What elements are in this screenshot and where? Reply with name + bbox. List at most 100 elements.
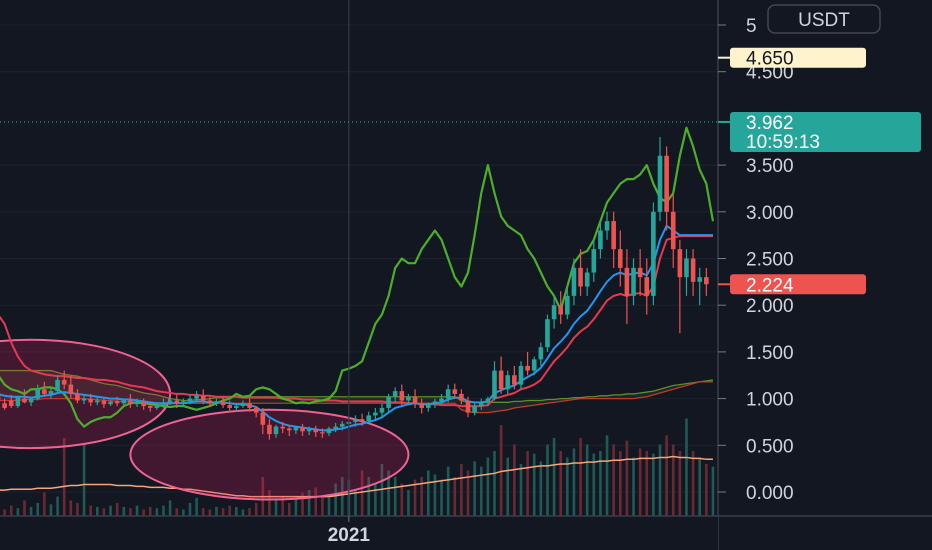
candle-body — [690, 258, 696, 282]
price-marker-badge — [730, 47, 866, 68]
candle-body — [591, 249, 597, 273]
volume-bar — [618, 451, 622, 516]
candle-body — [95, 400, 100, 403]
volume-bar — [334, 483, 337, 516]
volume-bar — [453, 477, 457, 516]
candle-body — [134, 402, 140, 405]
ellipse-annotation — [129, 408, 410, 501]
volume-bar — [532, 453, 536, 516]
candle-body — [611, 221, 616, 250]
price-tick-label: 4.500 — [746, 63, 794, 84]
volume-bar — [281, 496, 284, 516]
volume-bar — [506, 457, 510, 516]
volume-bar — [268, 490, 271, 516]
ellipse-annotations[interactable] — [0, 338, 410, 501]
candle-body — [121, 400, 127, 404]
volume-bar — [460, 464, 463, 516]
candle-body — [234, 406, 239, 408]
candle-body — [631, 267, 636, 296]
candle-body — [439, 398, 444, 402]
candle-body — [15, 396, 21, 407]
volume-bar — [413, 479, 417, 516]
price-marker-badge — [730, 111, 921, 152]
volume-bar — [658, 444, 662, 516]
candle-body — [339, 423, 345, 427]
volume-bar — [175, 508, 179, 516]
candle-body — [161, 402, 166, 406]
price-marker-label: 4.650 — [746, 49, 794, 70]
candle-body — [578, 267, 583, 287]
volume-bar — [579, 438, 582, 516]
candle-body — [128, 400, 133, 405]
candle-body — [684, 258, 689, 278]
volume-bar — [129, 508, 132, 516]
volume-bar — [314, 487, 318, 516]
volume-bar — [599, 451, 602, 516]
candle-body — [637, 267, 643, 278]
price-marker-pointer — [718, 283, 730, 286]
volume-bar — [96, 506, 99, 516]
candle-body — [373, 412, 378, 416]
candle-body — [147, 406, 153, 408]
volume-bar — [473, 461, 476, 516]
candle-body — [2, 403, 7, 408]
candle-body — [545, 319, 550, 348]
candle-body — [465, 400, 471, 413]
volume-ma-line — [0, 455, 713, 498]
candle-body — [386, 396, 391, 408]
volume-bar — [665, 435, 668, 516]
volume-bar — [294, 499, 298, 516]
candle-body — [61, 379, 67, 385]
candle-body — [181, 401, 186, 404]
volume-bar — [23, 500, 26, 516]
price-tick-label: 2.000 — [746, 296, 794, 317]
currency-label: USDT — [798, 10, 850, 31]
candle-body — [194, 395, 199, 399]
volume-bar — [572, 448, 576, 516]
volume-bar — [340, 477, 344, 516]
candle-body — [419, 403, 424, 408]
red-indicator-line — [0, 235, 713, 408]
volume-bar — [625, 440, 629, 516]
time-scale-background[interactable] — [0, 517, 718, 550]
price-tick-label: 5 — [746, 16, 757, 37]
candle-body — [154, 405, 160, 408]
price-marker-label: 2.224 — [746, 275, 794, 296]
price-marker-badge — [730, 274, 866, 295]
candle-body — [366, 415, 372, 422]
volume-bar — [135, 505, 139, 516]
volume-bar — [221, 508, 225, 516]
candle-body — [333, 426, 338, 429]
candle-body — [399, 391, 405, 401]
volume-bar — [248, 508, 251, 516]
volume-bar — [69, 500, 73, 516]
price-marker-countdown: 10:59:13 — [746, 132, 820, 153]
volume-bar — [16, 508, 20, 516]
volume-bar — [155, 508, 159, 516]
volume-bar — [691, 451, 695, 516]
candle-body — [114, 401, 120, 404]
volume-bar — [632, 457, 635, 516]
candle-body — [8, 400, 14, 407]
volume-bar — [652, 453, 655, 516]
volume-bar — [354, 490, 357, 516]
candle-body — [518, 365, 524, 385]
volume-bar — [201, 508, 205, 516]
volume-bar — [208, 509, 212, 516]
volume-bar — [393, 477, 397, 516]
candle-body — [551, 305, 557, 320]
currency-button[interactable]: USDT — [767, 4, 881, 34]
volume-bar — [168, 500, 172, 516]
volume-bar — [235, 506, 238, 516]
volume-bar — [685, 418, 688, 516]
candles — [0, 137, 709, 440]
volume-bar — [486, 457, 490, 516]
volume-bar — [552, 438, 556, 516]
candle-body — [392, 391, 398, 397]
volume-bar — [254, 503, 258, 516]
volume-bar — [671, 444, 675, 516]
volume-bar — [49, 504, 53, 516]
volume-bar — [645, 451, 649, 516]
volume-bar — [440, 479, 443, 516]
